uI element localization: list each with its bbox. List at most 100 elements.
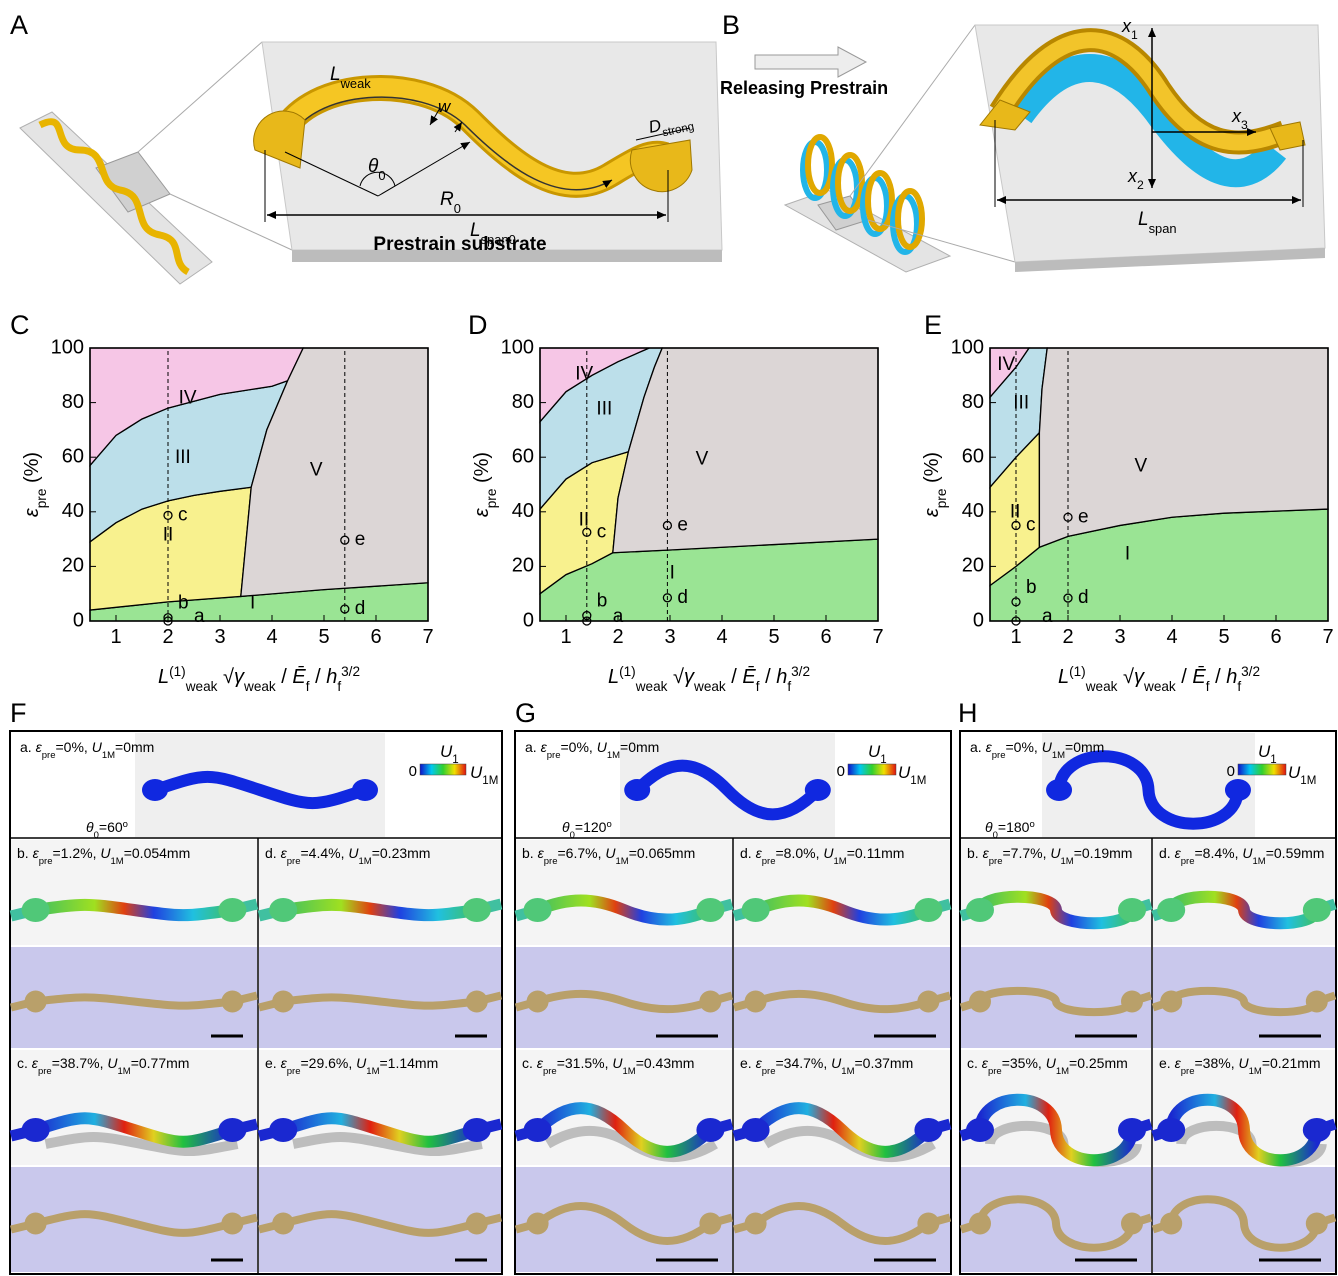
photo-pad — [1306, 991, 1328, 1013]
region-label: II — [579, 510, 590, 531]
text-part: 1 — [880, 754, 886, 766]
region-label: I — [1125, 543, 1130, 564]
text-part: =0.25mm — [1069, 1055, 1128, 1071]
text-part: f — [337, 679, 341, 694]
text-part: pre — [992, 750, 1006, 761]
text-part: e. — [1159, 1055, 1175, 1071]
text-part: U — [1288, 763, 1301, 782]
x-tick-label: 6 — [370, 626, 381, 648]
region-label: I — [250, 592, 255, 613]
photo-pad — [221, 1213, 243, 1235]
x-tick-label: 2 — [612, 626, 623, 648]
x-tick-label: 7 — [1322, 626, 1333, 648]
colorbar — [420, 764, 466, 775]
text-part: weak — [635, 679, 668, 694]
point-label: c — [1026, 514, 1036, 535]
text-part: √ — [667, 666, 684, 688]
text-part: (%) — [471, 452, 493, 489]
panel-letter: B — [722, 10, 740, 40]
x-tick-label: 4 — [716, 626, 727, 648]
text-part: weak — [185, 679, 218, 694]
text-part: c. — [17, 1055, 32, 1071]
photo-pad — [25, 1213, 47, 1235]
text-part: pre — [287, 856, 301, 867]
y-axis-label: εpre (%) — [921, 452, 949, 517]
text-part: 1M — [1253, 856, 1266, 867]
y-tick-label: 20 — [512, 555, 534, 577]
left-pad — [254, 111, 305, 168]
text-part: L — [1058, 666, 1069, 688]
pad — [914, 1118, 942, 1142]
y-tick-label: 0 — [523, 609, 534, 631]
text-part: =0.23mm — [372, 845, 431, 861]
y-tick-label: 60 — [962, 445, 984, 467]
text-part: a. — [525, 739, 541, 755]
x-axis-label: L(1)weak √γweak / Ēf / hf3/2 — [158, 664, 360, 694]
text-part: c. — [967, 1055, 982, 1071]
text-part: o — [1029, 819, 1034, 830]
pad — [1303, 898, 1331, 922]
point-label: a — [1042, 606, 1053, 627]
text-part: 1M — [616, 856, 629, 867]
text-part: f — [787, 679, 791, 694]
label: w — [438, 97, 452, 116]
text-part: pre — [547, 750, 561, 761]
photo-pad — [1306, 1213, 1328, 1235]
pad — [1157, 898, 1185, 922]
panel-letter: H — [958, 698, 978, 728]
text-part: / — [1176, 666, 1193, 688]
y-tick-label: 20 — [62, 555, 84, 577]
text-part: 1M — [1061, 856, 1074, 867]
x-tick-label: 3 — [664, 626, 675, 648]
text-part: 1M — [910, 775, 926, 787]
text-part: 1M — [1056, 1066, 1069, 1077]
y-tick-label: 0 — [73, 609, 84, 631]
text-part: =38.7%, — [52, 1055, 108, 1071]
text-part: / — [760, 666, 777, 688]
text-part: =0.37mm — [855, 1055, 914, 1071]
text-part: 1 — [452, 754, 458, 766]
pad — [742, 898, 770, 922]
text-part: U — [470, 763, 483, 782]
y-tick-label: 40 — [62, 500, 84, 522]
text-part: h — [326, 666, 337, 688]
photo-pad — [527, 1213, 549, 1235]
pad — [966, 898, 994, 922]
text-part: 1M — [1249, 1066, 1262, 1077]
text-part: =0.19mm — [1074, 845, 1133, 861]
text-part: =1.14mm — [380, 1055, 439, 1071]
y-axis-label: εpre (%) — [471, 452, 499, 517]
text-part: 1M — [841, 1066, 854, 1077]
text-part: weak — [340, 76, 372, 91]
text-part: =1.2%, — [53, 845, 101, 861]
pad — [269, 898, 297, 922]
text-part: pre — [287, 1066, 301, 1077]
text-part: pre — [484, 489, 499, 509]
panel-letter: F — [10, 698, 27, 728]
pad — [1118, 1118, 1146, 1142]
text-part: pre — [42, 750, 56, 761]
x-tick-label: 3 — [214, 626, 225, 648]
text-part: b. — [17, 845, 33, 861]
text-part: / — [276, 666, 293, 688]
text-part: pre — [762, 856, 776, 867]
photo-pad — [699, 1213, 721, 1235]
photo-pad — [272, 1213, 294, 1235]
x-tick-label: 7 — [872, 626, 883, 648]
point-label: a — [613, 606, 624, 627]
y-tick-label: 40 — [512, 500, 534, 522]
region-label: III — [175, 447, 191, 468]
photo-pad — [969, 1213, 991, 1235]
pad — [218, 1118, 246, 1142]
text-part: √ — [1117, 666, 1134, 688]
x-tick-label: 1 — [560, 626, 571, 648]
photo-pad — [745, 1213, 767, 1235]
text-part: 2 — [1137, 178, 1144, 192]
text-part: d. — [265, 845, 281, 861]
text-part: 1M — [482, 775, 498, 787]
text-part: b. — [522, 845, 538, 861]
text-part: d. — [740, 845, 756, 861]
panel-letter: D — [468, 310, 488, 340]
colorbar — [1238, 764, 1286, 775]
text-part: weak — [243, 679, 276, 694]
